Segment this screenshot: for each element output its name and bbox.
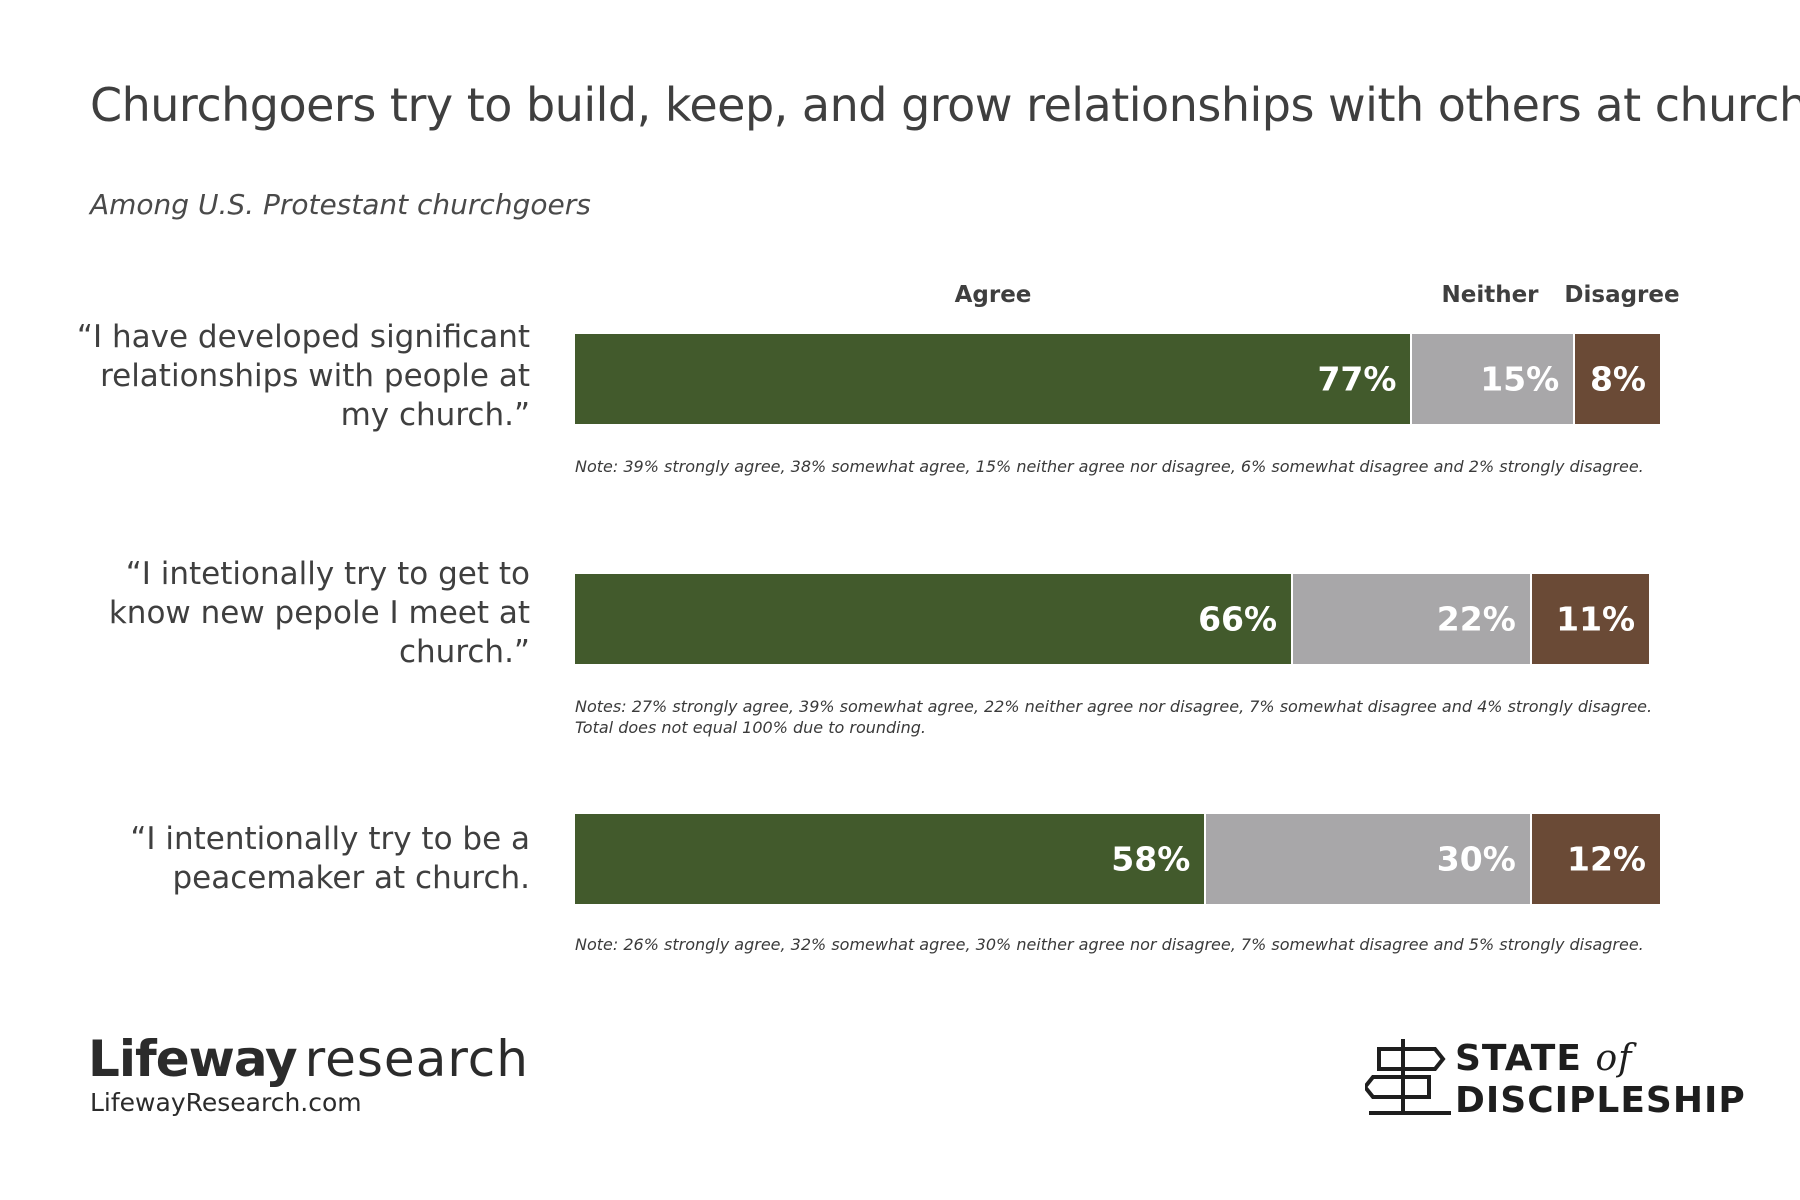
data-label-neither-1: 15% <box>1480 359 1560 399</box>
row-note-3: Note: 26% strongly agree, 32% somewhat a… <box>575 934 1644 955</box>
signpost-icon <box>1365 1039 1451 1115</box>
note-line: Note: 39% strongly agree, 38% somewhat a… <box>575 457 1644 476</box>
data-label-disagree-2: 11% <box>1556 599 1636 639</box>
bar-segment-disagree-2: 11% <box>1529 574 1650 664</box>
state-of-discipleship-logo: STATE of DISCIPLESHIP <box>1455 1038 1746 1122</box>
data-label-agree-1: 77% <box>1317 359 1397 399</box>
row-note-1: Note: 39% strongly agree, 38% somewhat a… <box>575 456 1644 477</box>
column-header-agree: Agree <box>954 282 1032 308</box>
bar-segment-neither-1: 15% <box>1410 334 1574 424</box>
bar-segment-disagree-1: 8% <box>1573 334 1660 424</box>
note-line: Notes: 27% strongly agree, 39% somewhat … <box>575 697 1653 716</box>
stacked-bar-2: 66% 22% 11% <box>575 574 1650 664</box>
bar-segment-agree-3: 58% <box>575 814 1205 904</box>
data-label-neither-2: 22% <box>1436 599 1516 639</box>
logo-research-text: research <box>304 1030 529 1088</box>
bar-segment-neither-3: 30% <box>1204 814 1530 904</box>
lifeway-url: LifewayResearch.com <box>90 1088 362 1117</box>
chart-subtitle: Among U.S. Protestant churchgoers <box>90 188 591 221</box>
bar-segment-agree-2: 66% <box>575 574 1292 664</box>
data-label-neither-3: 30% <box>1436 839 1516 879</box>
row-label-1: “I have developed significant relationsh… <box>76 319 530 433</box>
bar-segment-neither-2: 22% <box>1291 574 1530 664</box>
row-label-2: “I intetionally try to get to know new p… <box>108 556 530 670</box>
data-label-disagree-1: 8% <box>1589 359 1646 399</box>
data-label-agree-3: 58% <box>1111 839 1191 879</box>
logo-lifeway-text: Lifeway <box>88 1030 298 1088</box>
stacked-bar-1: 77% 15% 8% <box>575 334 1660 424</box>
column-header-disagree: Disagree <box>1564 282 1680 308</box>
note-line: Note: 26% strongly agree, 32% somewhat a… <box>575 935 1644 954</box>
stacked-bar-3: 58% 30% 12% <box>575 814 1660 904</box>
row-label-3: “I intentionally try to be a peacemaker … <box>130 821 530 896</box>
sod-state-text: STATE <box>1455 1038 1582 1079</box>
data-label-disagree-3: 12% <box>1566 839 1646 879</box>
sod-discipleship-text: DISCIPLESHIP <box>1455 1080 1746 1121</box>
bar-segment-agree-1: 77% <box>575 334 1411 424</box>
data-label-agree-2: 66% <box>1198 599 1278 639</box>
note-line: Total does not equal 100% due to roundin… <box>575 718 927 737</box>
column-header-neither: Neither <box>1441 282 1539 308</box>
chart-title: Churchgoers try to build, keep, and grow… <box>90 78 1800 132</box>
lifeway-research-logo: Lifeway research <box>88 1030 529 1088</box>
bar-segment-disagree-3: 12% <box>1529 814 1660 904</box>
row-note-2: Notes: 27% strongly agree, 39% somewhat … <box>575 696 1652 738</box>
sod-of-text: of <box>1595 1038 1633 1079</box>
